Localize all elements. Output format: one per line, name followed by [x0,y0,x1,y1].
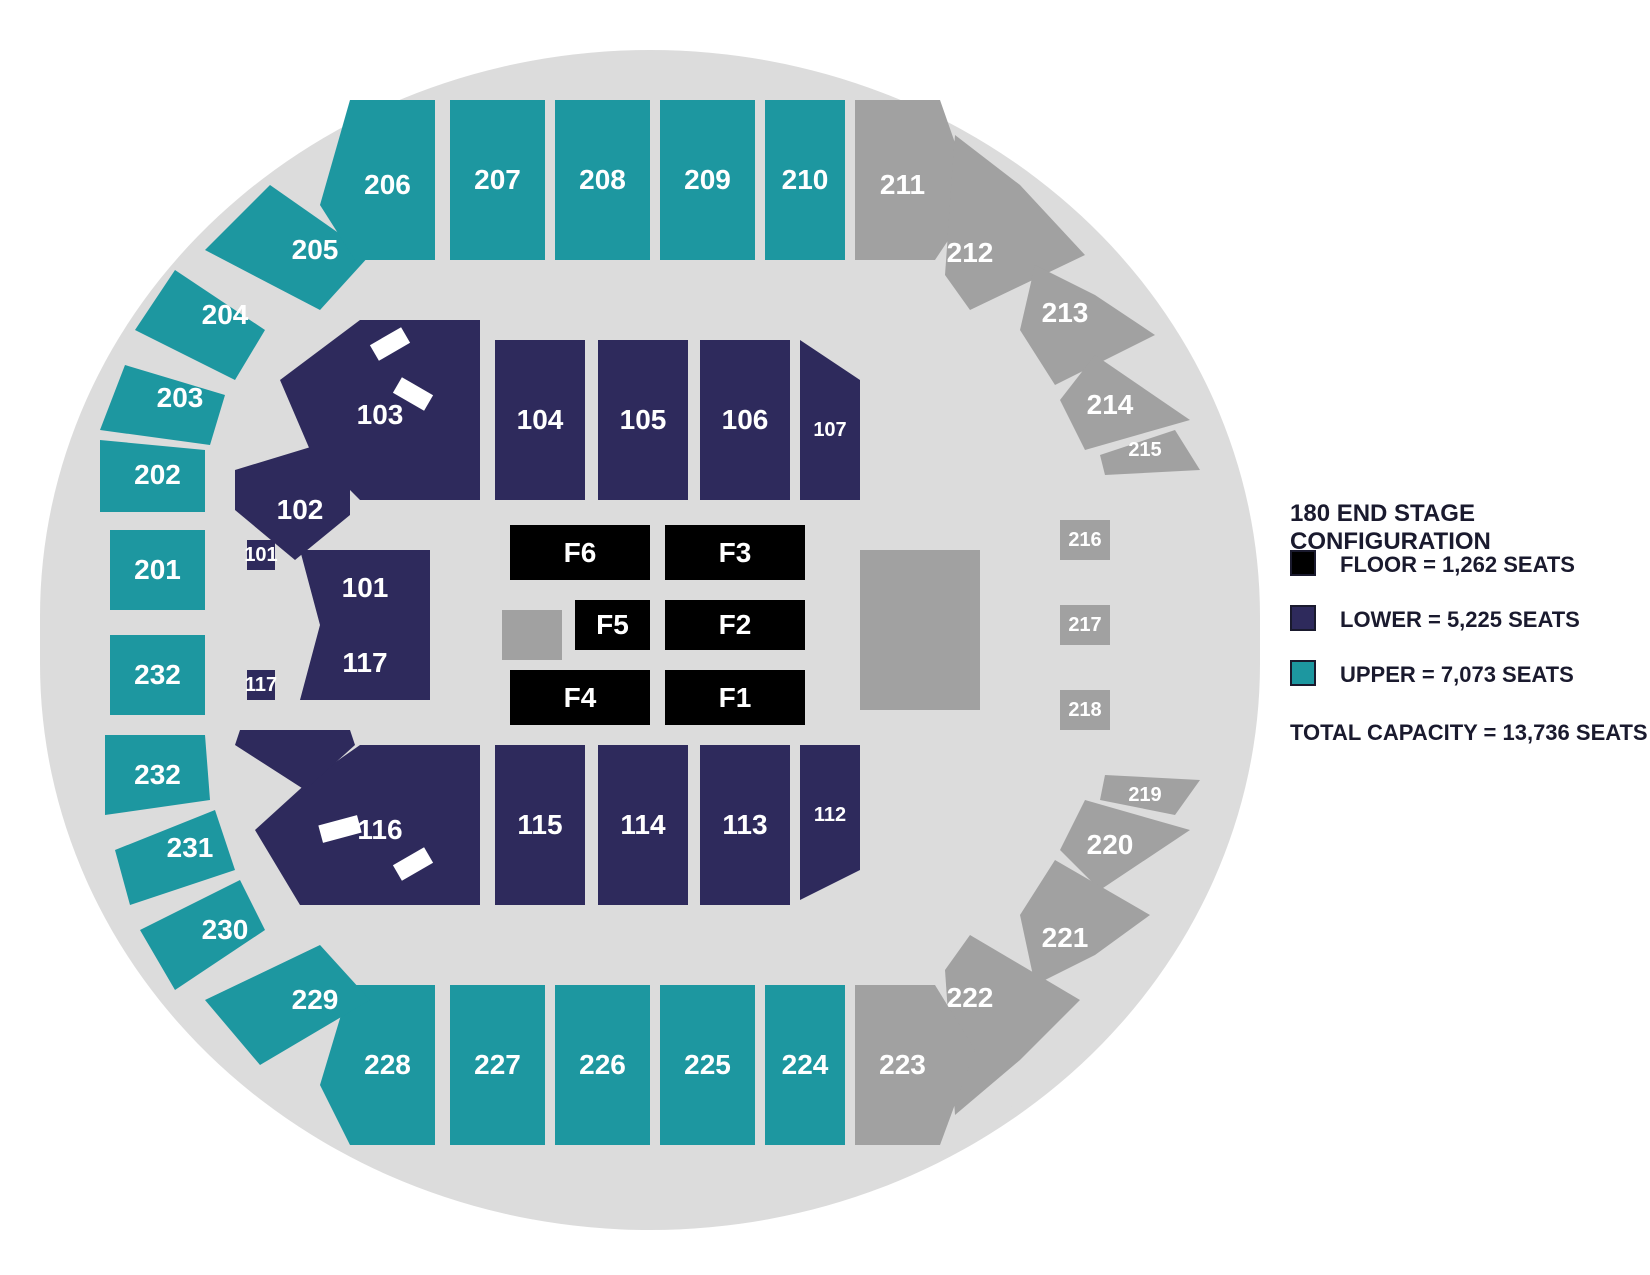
upper-225[interactable]: 225 [660,985,755,1145]
upper-232[interactable]: 232 [110,635,205,715]
legend-swatch-floor [1290,550,1316,576]
upper-207[interactable]: 207 [450,100,545,260]
upper-209[interactable]: 209 [660,100,755,260]
lower-104[interactable]: 104 [495,340,585,500]
stage-area [860,550,980,710]
floor-F2[interactable]: F2 [665,600,805,650]
floor-F6[interactable]: F6 [510,525,650,580]
lower-114[interactable]: 114 [598,745,688,905]
legend-swatch-lower [1290,605,1316,631]
legend-label-lower: LOWER = 5,225 SEATS [1340,607,1580,633]
upper-poly-231[interactable] [115,810,235,905]
lower-poly-107[interactable] [800,340,860,500]
center-gray-block [502,610,562,660]
gray-poly-223[interactable] [855,985,975,1145]
gray-poly-215[interactable] [1100,430,1200,475]
upper-poly-202[interactable] [100,440,205,512]
lower-poly-117[interactable] [300,625,430,700]
upper-poly-206[interactable] [320,100,435,260]
upper-201[interactable]: 201 [110,530,205,610]
upper-224[interactable]: 224 [765,985,845,1145]
floor-F4[interactable]: F4 [510,670,650,725]
gray-217[interactable]: 217 [1060,605,1110,645]
floor-F3[interactable]: F3 [665,525,805,580]
upper-208[interactable]: 208 [555,100,650,260]
upper-226[interactable]: 226 [555,985,650,1145]
lower-fill-0 [235,730,355,790]
seating-diagram: 2012022032042052062072082092102242252262… [0,0,1650,1275]
lower-106[interactable]: 106 [700,340,790,500]
legend-label-upper: UPPER = 7,073 SEATS [1340,662,1574,688]
lower-117a[interactable]: 117 [247,670,275,700]
lower-115[interactable]: 115 [495,745,585,905]
upper-210[interactable]: 210 [765,100,845,260]
floor-F1[interactable]: F1 [665,670,805,725]
legend-swatch-upper [1290,660,1316,686]
legend-label-floor: FLOOR = 1,262 SEATS [1340,552,1575,578]
floor-F5[interactable]: F5 [575,600,650,650]
legend-title: 180 END STAGE CONFIGURATION [1290,500,1650,556]
legend-total: TOTAL CAPACITY = 13,736 SEATS [1290,720,1648,746]
lower-113[interactable]: 113 [700,745,790,905]
lower-poly-101[interactable] [300,550,430,625]
lower-105[interactable]: 105 [598,340,688,500]
upper-227[interactable]: 227 [450,985,545,1145]
upper-poly-232a[interactable] [105,735,210,815]
gray-216[interactable]: 216 [1060,520,1110,560]
lower-poly-112[interactable] [800,745,860,900]
gray-218[interactable]: 218 [1060,690,1110,730]
